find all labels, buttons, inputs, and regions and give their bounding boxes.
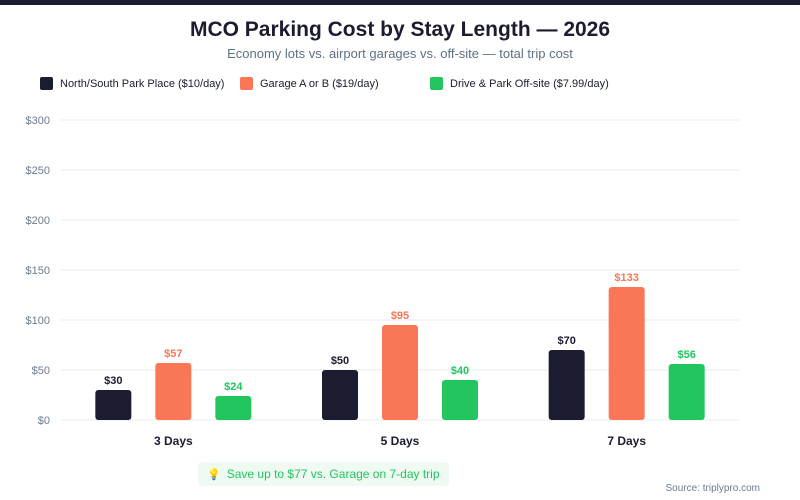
legend-label-economy: North/South Park Place ($10/day) <box>60 77 225 90</box>
bar-value-label: $30 <box>104 375 122 387</box>
legend-swatch-garage <box>240 77 253 90</box>
bar-value-label: $56 <box>677 349 695 361</box>
top-accent-bar <box>0 0 800 5</box>
chart-title: MCO Parking Cost by Stay Length — 2026 <box>189 18 611 41</box>
chart-legend: North/South Park Place ($10/day) Garage … <box>40 77 609 93</box>
savings-callout-text: Save up to $77 vs. Garage on 7-day trip <box>226 467 440 481</box>
bar-value-label: $95 <box>391 310 409 322</box>
x-category-label: 5 Days <box>381 434 420 448</box>
legend-item-garage: Garage A or B ($19/day) <box>240 77 379 90</box>
bar-value-label: $57 <box>164 348 182 360</box>
x-category-label: 7 Days <box>607 434 646 448</box>
bar-value-label: $70 <box>557 335 575 347</box>
bar-offsite <box>215 396 252 420</box>
y-tick-label: $0 <box>38 415 50 427</box>
y-tick-label: $50 <box>32 365 50 377</box>
y-tick-label: $250 <box>26 165 50 177</box>
legend-label-garage: Garage A or B ($19/day) <box>260 77 379 90</box>
chart-subtitle: Economy lots vs. airport garages vs. off… <box>227 46 573 61</box>
bar-economy <box>322 370 358 420</box>
savings-callout: 💡 Save up to $77 vs. Garage on 7-day tri… <box>198 462 449 486</box>
legend-label-offsite: Drive & Park Off-site ($7.99/day) <box>450 77 609 90</box>
bar-garage <box>382 325 418 420</box>
y-tick-label: $100 <box>26 315 50 327</box>
bar-value-label: $133 <box>614 272 638 284</box>
bar-garage <box>608 287 645 420</box>
bar-offsite <box>668 364 705 420</box>
bar-garage <box>155 363 192 420</box>
bar-value-label: $40 <box>451 365 469 377</box>
source-credit: Source: triplypro.com <box>665 483 760 494</box>
legend-swatch-offsite <box>430 77 443 90</box>
bar-offsite <box>442 380 478 420</box>
bar-value-label: $24 <box>224 381 243 393</box>
x-category-label: 3 Days <box>154 434 193 448</box>
lightbulb-icon: 💡 <box>207 468 221 481</box>
bar-economy <box>548 350 585 420</box>
bar-value-label: $50 <box>331 355 349 367</box>
y-tick-label: $200 <box>26 215 50 227</box>
legend-item-economy: North/South Park Place ($10/day) <box>40 77 224 90</box>
bar-economy <box>95 390 132 420</box>
y-tick-label: $150 <box>26 265 50 277</box>
y-tick-label: $300 <box>26 115 50 127</box>
legend-item-offsite: Drive & Park Off-site ($7.99/day) <box>430 77 609 90</box>
legend-swatch-economy <box>40 77 53 90</box>
